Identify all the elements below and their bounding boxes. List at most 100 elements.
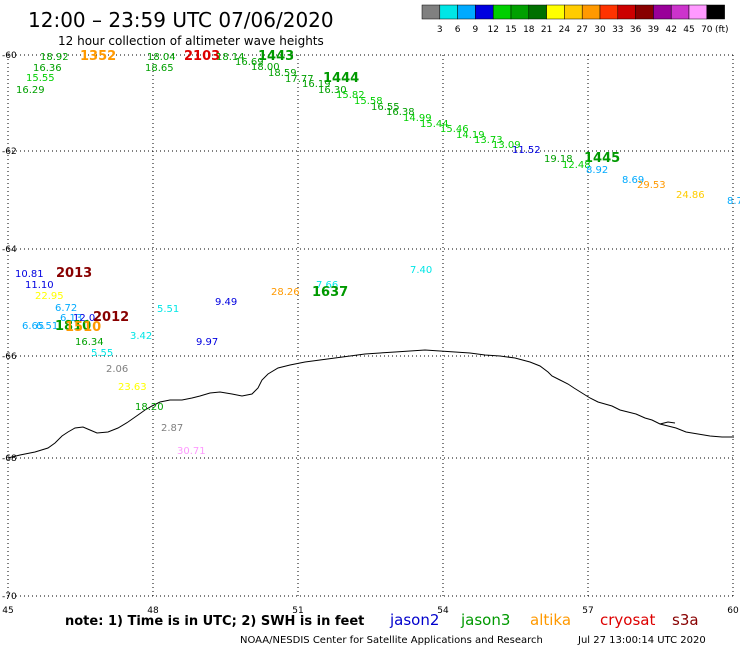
coastline-fragment	[659, 421, 676, 425]
colorbar-swatch	[635, 4, 654, 20]
colorbar-tick-label: 33	[612, 25, 623, 35]
observation-value-label: 18.65	[145, 63, 174, 74]
observation-time-label: 2012	[93, 310, 129, 325]
observation-value-label: 18.20	[135, 402, 164, 413]
colorbar-legend: 3 6 9 12 15 18 21 24 27 30 33 36 39 42 45 70	[421, 4, 725, 35]
credit-text: NOAA/NESDIS Center for Satellite Applica…	[240, 635, 543, 646]
observation-value-label: 19.18	[544, 154, 573, 165]
longitude-tick-label: 45	[2, 606, 13, 616]
colorbar-tick-label: 36	[630, 25, 642, 35]
colorbar-swatch	[564, 4, 583, 20]
observation-value-label: 18.14	[216, 52, 245, 63]
colorbar-swatch	[617, 4, 636, 20]
colorbar-tick-label: 27	[576, 25, 587, 35]
observation-value-label: 18.04	[147, 52, 176, 63]
observation-time-label: 1352	[80, 49, 116, 64]
colorbar-swatch	[510, 4, 530, 20]
observation-value-label: 6.65	[22, 321, 44, 332]
latitude-tick-label: -66	[2, 352, 17, 362]
map-title: 12:00 – 23:59 UTC 07/06/2020	[28, 8, 334, 32]
latitude-tick-label: -68	[2, 454, 17, 464]
observation-value-label: 11.52	[512, 145, 541, 156]
colorbar-tick-label: 18	[523, 25, 535, 35]
colorbar-swatch	[599, 4, 619, 20]
colorbar-swatch	[653, 4, 672, 20]
colorbar-tick-label: 6	[455, 25, 461, 35]
colorbar-swatch	[688, 4, 708, 20]
observation-value-label: 2.87	[161, 423, 183, 434]
latitude-tick-label: -60	[2, 51, 17, 61]
longitude-tick-label: 60	[727, 606, 739, 616]
colorbar-tick-label: 42	[665, 25, 676, 35]
observation-value-label: 2.06	[106, 364, 128, 375]
colorbar-tick-label: 70	[701, 25, 713, 35]
observation-value-label: 6.51	[36, 321, 58, 332]
observation-value-label: 5.55	[91, 348, 113, 359]
observation-value-label: 8.92	[586, 165, 608, 176]
observation-value-label: 12.48	[562, 160, 591, 171]
observation-value-label: 15.46	[440, 124, 469, 135]
longitude-tick-label: 51	[292, 606, 303, 616]
colorbar-tick-label: 24	[559, 25, 571, 35]
observation-value-label: 12.0	[73, 313, 95, 324]
observation-value-label: 18.00	[251, 62, 280, 73]
colorbar-swatch	[457, 4, 476, 20]
colorbar-swatch	[546, 4, 565, 20]
colorbar-swatch	[439, 4, 458, 20]
observation-value-label: 5.51	[157, 304, 179, 315]
satellite-legend-altika: altika	[530, 611, 571, 629]
longitude-tick-label: 54	[437, 606, 449, 616]
colorbar-tick-label: 9	[473, 25, 479, 35]
observation-value-label: 28.26	[271, 287, 300, 298]
observation-value-label: 3.42	[130, 331, 152, 342]
longitude-tick-label: 48	[147, 606, 159, 616]
observation-time-label: 2103	[184, 49, 220, 64]
observation-time-label: 1443	[258, 49, 294, 64]
antarctic-coastline	[7, 349, 734, 459]
observation-value-label: 9.97	[196, 337, 218, 348]
observation-time-label: 1637	[312, 285, 348, 300]
colorbar-tick-label: 15	[505, 25, 516, 35]
observation-value-label: 16.34	[75, 337, 104, 348]
observation-value-label: 10.81	[15, 269, 44, 280]
colorbar-tick-label: 3	[437, 25, 443, 35]
observation-value-label: 18.92	[40, 52, 69, 63]
observation-value-label: 14.99	[403, 113, 432, 124]
observation-value-label: 8.69	[622, 175, 644, 186]
observation-value-label: 16.29	[16, 85, 45, 96]
observation-value-label: 15.55	[26, 73, 55, 84]
satellite-legend: jason2 jason3 altika cryosat s3a	[389, 611, 699, 629]
colorbar-tick-label: 12	[487, 25, 498, 35]
colorbar-swatch	[706, 4, 725, 20]
observation-value-label: 16.69	[235, 57, 264, 68]
satellite-legend-s3a: s3a	[672, 611, 699, 629]
colorbar-swatch	[492, 4, 512, 20]
observation-value-label: 16.38	[386, 107, 415, 118]
satellite-legend-cryosat: cryosat	[600, 611, 655, 629]
satellite-legend-jason3: jason3	[460, 611, 510, 629]
latitude-tick-label: -62	[2, 147, 17, 157]
map-subtitle: 12 hour collection of altimeter wave hei…	[58, 34, 324, 48]
observation-value-label: 15.44	[420, 119, 449, 130]
observation-value-label: 16.30	[318, 85, 347, 96]
colorbar-tick-label: 45	[683, 25, 694, 35]
observation-value-label: 13.09	[492, 140, 521, 151]
colorbar-swatch	[528, 4, 547, 20]
satellite-legend-jason2: jason2	[389, 611, 439, 629]
observation-value-label: 22.95	[35, 291, 64, 302]
colorbar-tick-label: 30	[594, 25, 606, 35]
latitude-tick-label: -70	[2, 592, 17, 602]
observation-labels: 18.92 135216.3615.5516.2918.0418.65210318…	[15, 49, 740, 457]
colorbar-tick-label: 21	[541, 25, 552, 35]
observation-value-label: 16.36	[33, 63, 62, 74]
colorbar-tick-label: 39	[648, 25, 660, 35]
observation-value-label: 7.40	[410, 265, 432, 276]
observation-value-label: 15.58	[354, 96, 383, 107]
timestamp-text: Jul 27 13:00:14 UTC 2020	[577, 635, 706, 646]
footer-note: note: 1) Time is in UTC; 2) SWH is in fe…	[65, 614, 364, 629]
observation-value-label: 17.77	[285, 74, 314, 85]
observation-value-label: 29.53	[637, 180, 666, 191]
observation-value-label: 16.55	[371, 102, 400, 113]
